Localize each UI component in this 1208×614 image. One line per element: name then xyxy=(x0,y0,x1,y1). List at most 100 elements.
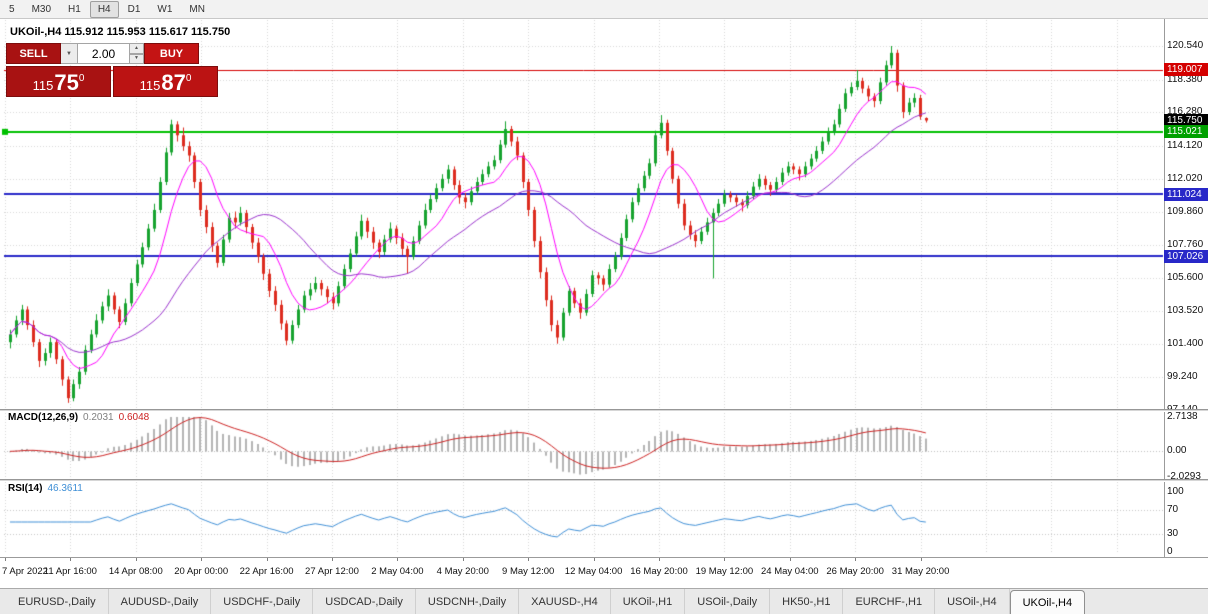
macd-axis-label: -2.0293 xyxy=(1167,471,1201,482)
macd-axis-label: 2.7138 xyxy=(1167,411,1198,422)
time-axis-tick xyxy=(267,558,268,561)
time-axis-label: 4 May 20:00 xyxy=(436,566,489,577)
time-axis-label: 24 May 04:00 xyxy=(761,566,819,577)
time-axis-label: 27 Apr 12:00 xyxy=(305,566,359,577)
time-axis-tick xyxy=(921,558,922,561)
chart-tab-usdchf-daily[interactable]: USDCHF-,Daily xyxy=(211,589,314,614)
chart-tab-eurusd-daily[interactable]: EURUSD-,Daily xyxy=(6,589,109,614)
chart-tab-usoil-h4[interactable]: USOil-,H4 xyxy=(935,589,1010,614)
time-axis-label: 2 May 04:00 xyxy=(371,566,424,577)
time-axis-tick xyxy=(790,558,791,561)
time-axis-label: 26 May 20:00 xyxy=(826,566,884,577)
chart-tab-usdcnh-daily[interactable]: USDCNH-,Daily xyxy=(416,589,520,614)
ask-price-big: 87 xyxy=(161,70,186,95)
time-axis-separator xyxy=(0,557,1208,558)
chart-title: UKOil-,H4 115.912 115.953 115.617 115.75… xyxy=(10,26,231,38)
price-axis-label: 114.120 xyxy=(1167,139,1203,151)
time-axis-label: 9 May 12:00 xyxy=(502,566,555,577)
buy-button[interactable]: BUY xyxy=(144,43,199,64)
timeframe-button-5[interactable]: 5 xyxy=(9,3,15,15)
chart-tab-hk50-h1[interactable]: HK50-,H1 xyxy=(770,589,844,614)
one-click-trading-panel: SELL ▼ ▲ ▼ BUY 115 75 0 115 87 0 xyxy=(6,43,218,97)
pane-separator-rsi[interactable] xyxy=(0,479,1208,482)
timeframe-button-H4[interactable]: H4 xyxy=(89,0,119,18)
time-axis-tick xyxy=(855,558,856,561)
price-axis-label: 107.760 xyxy=(1167,238,1204,250)
time-axis-tick xyxy=(136,558,137,561)
timeframe-toolbar: 5 M30 H1 H4 D1 W1 MN xyxy=(0,0,1208,19)
price-axis-badge: 115.021 xyxy=(1164,125,1208,139)
time-axis-label: 19 May 12:00 xyxy=(695,566,754,577)
price-axis-label: 118.380 xyxy=(1167,73,1203,85)
time-axis-tick xyxy=(724,558,725,561)
sell-button[interactable]: SELL xyxy=(6,43,61,64)
rsi-value: 46.3611 xyxy=(47,483,83,494)
time-axis-tick xyxy=(332,558,333,561)
time-axis-label: 22 Apr 16:00 xyxy=(239,566,294,577)
time-axis-label: 14 Apr 08:00 xyxy=(108,566,163,577)
chart-tab-audusd-daily[interactable]: AUDUSD-,Daily xyxy=(109,589,212,614)
chart-tab-bar: EURUSD-,Daily AUDUSD-,Daily USDCHF-,Daily U… xyxy=(0,588,1208,614)
time-axis-tick xyxy=(594,558,595,561)
ask-price-sup: 0 xyxy=(185,73,192,84)
pane-separator-macd[interactable] xyxy=(0,409,1208,412)
rsi-axis-label: 70 xyxy=(1167,504,1179,515)
volume-input[interactable] xyxy=(78,43,130,64)
chart-tab-usdcad-daily[interactable]: USDCAD-,Daily xyxy=(313,589,416,614)
arrow-up-icon: ▲ xyxy=(134,44,139,51)
price-axis-separator xyxy=(1164,18,1165,557)
price-axis-label: 101.400 xyxy=(1167,337,1204,349)
volume-dropdown-button[interactable]: ▼ xyxy=(61,43,78,64)
chart-tab-ukoil-h4[interactable]: UKOil-,H4 xyxy=(1009,590,1086,614)
price-axis-badge: 119.007 xyxy=(1164,63,1208,77)
rsi-pane-label: RSI(14) 46.3611 xyxy=(8,483,83,494)
chart-tab-usoil-daily[interactable]: USOil-,Daily xyxy=(685,589,771,614)
chart-tab-xauusd-h4[interactable]: XAUUSD-,H4 xyxy=(519,589,611,614)
macd-name: MACD(12,26,9) xyxy=(8,412,79,423)
price-axis-label: 112.020 xyxy=(1167,172,1203,184)
bid-price-main: 115 xyxy=(32,78,54,93)
time-axis-label: 16 May 20:00 xyxy=(630,566,688,577)
time-axis-tick xyxy=(397,558,398,561)
timeframe-button-W1[interactable]: W1 xyxy=(157,3,173,15)
price-axis-label: 109.860 xyxy=(1167,206,1204,218)
rsi-axis-label: 0 xyxy=(1167,546,1173,557)
time-axis-tick xyxy=(201,558,202,561)
price-axis-label: 99.240 xyxy=(1167,371,1198,383)
macd-signal-value: 0.6048 xyxy=(118,412,150,423)
volume-stepper: ▲ ▼ xyxy=(130,43,144,64)
volume-down-button[interactable]: ▼ xyxy=(130,53,144,64)
rsi-axis-label: 100 xyxy=(1167,486,1184,497)
chevron-down-icon: ▼ xyxy=(66,50,72,57)
time-axis-tick xyxy=(70,558,71,561)
time-axis: 7 Apr 2022 11 Apr 16:00 14 Apr 08:00 20 Apr… xyxy=(0,558,1208,586)
rsi-axis-label: 30 xyxy=(1167,528,1179,539)
volume-up-button[interactable]: ▲ xyxy=(130,43,144,54)
chart-tab-ukoil-h1[interactable]: UKOil-,H1 xyxy=(611,589,686,614)
price-axis-label: 116.280 xyxy=(1167,106,1203,118)
time-axis-label: 11 Apr 16:00 xyxy=(43,566,97,577)
price-axis-badge: 107.026 xyxy=(1164,249,1208,263)
price-axis-badge: 111.024 xyxy=(1164,187,1208,201)
time-axis-label: 12 May 04:00 xyxy=(564,566,623,577)
time-axis-label: 31 May 20:00 xyxy=(891,566,950,577)
macd-pane-label: MACD(12,26,9) 0.2031 0.6048 xyxy=(8,412,149,423)
timeframe-button-MN[interactable]: MN xyxy=(189,3,205,15)
macd-main-value: 0.2031 xyxy=(83,412,114,423)
time-axis-label: 7 Apr 2022 xyxy=(2,566,48,577)
price-axis-label: 105.600 xyxy=(1167,272,1204,284)
time-axis-tick xyxy=(659,558,660,561)
time-axis-label: 20 Apr 00:00 xyxy=(174,566,229,577)
timeframe-button-D1[interactable]: D1 xyxy=(127,3,141,15)
arrow-down-icon: ▼ xyxy=(134,55,139,62)
bid-price-display[interactable]: 115 75 0 xyxy=(6,66,111,97)
ask-price-display[interactable]: 115 87 0 xyxy=(113,66,218,97)
timeframe-button-M30[interactable]: M30 xyxy=(31,3,52,15)
bid-price-big: 75 xyxy=(54,70,79,95)
price-axis-badge: 115.750 xyxy=(1164,114,1208,127)
timeframe-button-H1[interactable]: H1 xyxy=(68,3,81,15)
chart-tab-eurchf-h1[interactable]: EURCHF-,H1 xyxy=(843,589,936,614)
price-axis-label: 103.520 xyxy=(1167,304,1204,316)
